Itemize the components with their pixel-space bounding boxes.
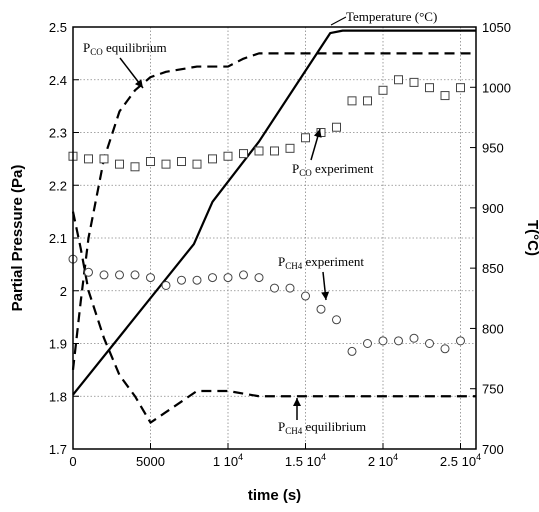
- y-right-tick-label: 1000: [482, 80, 511, 95]
- series-4-markers: [68, 254, 465, 356]
- series-1-line: [71, 52, 476, 370]
- x-tick-label: 5000: [136, 454, 165, 469]
- x-tick-exponent: 4: [321, 452, 326, 462]
- ticks: 0 5000 1 104 1.5 104 2 104 2.5 104 1.7 1.8 1.9 2 2…: [49, 20, 511, 469]
- pch4-experiment-point: [130, 270, 140, 280]
- pch4-experiment-point: [239, 270, 248, 280]
- pco-experiment-point: [115, 159, 124, 169]
- grid: [73, 27, 476, 449]
- pco-experiment-point: [409, 77, 419, 87]
- pco-experiment-point: [223, 151, 233, 161]
- pco-experiment-point: [99, 154, 109, 164]
- pch4-experiment-point: [254, 273, 264, 283]
- pch4-experiment-point: [425, 339, 434, 348]
- pco-experiment-point: [177, 157, 186, 167]
- pco-experiment-arrowhead: [313, 129, 322, 138]
- pch4-experiment-point: [146, 273, 155, 283]
- y-right-tick-label: 800: [482, 321, 504, 336]
- x-tick-exponent: 4: [393, 452, 398, 462]
- pco-experiment-point: [192, 159, 202, 169]
- pch4-experiment-point: [301, 291, 310, 301]
- annotations: Temperature (°C) PCO equilibrium PCO exper…: [83, 9, 437, 436]
- pco-experiment-point: [440, 91, 450, 101]
- temperature-label: Temperature (°C): [346, 9, 437, 24]
- pch4-experiment-arrowhead: [321, 291, 330, 300]
- pco-equilibrium-arrowhead: [134, 79, 143, 88]
- pco-experiment-point: [332, 122, 341, 132]
- series-2-line: [71, 211, 476, 424]
- pch4-experiment-point: [363, 339, 372, 348]
- pch4-experiment-point: [332, 315, 341, 325]
- y-left-tick-label: 2.2: [49, 178, 67, 193]
- pco-experiment-point: [363, 96, 372, 106]
- pch4-equilibrium-arrowhead: [293, 398, 301, 406]
- pco-equilibrium-label: PCO equilibrium: [83, 40, 167, 57]
- temperature-leader: [330, 16, 347, 26]
- pco-experiment-point: [239, 149, 248, 159]
- pch4-equilibrium-label: PCH4 equilibrium: [278, 419, 366, 436]
- pco-experiment-point: [378, 85, 388, 95]
- y-left-tick-label: 2: [60, 284, 67, 299]
- pco-experiment-point: [208, 154, 217, 164]
- pco-experiment-point: [285, 143, 295, 153]
- x-tick-exponent: 4: [476, 452, 481, 462]
- x-tick-label: 1.5 104: [285, 452, 326, 469]
- pch4-experiment-point: [161, 280, 171, 290]
- pco-experiment-label: PCO experiment: [292, 161, 374, 178]
- y-axis-left-label: Partial Pressure (Pa): [9, 165, 26, 312]
- x-tick-label: 2 104: [368, 452, 398, 469]
- pch4-experiment-point: [394, 336, 403, 346]
- x-tick-label: 0: [69, 454, 76, 469]
- y-left-tick-label: 1.9: [49, 337, 67, 352]
- pco-experiment-point: [130, 162, 140, 172]
- y-left-tick-label: 2.3: [49, 126, 67, 141]
- pco-experiment-point: [84, 154, 93, 164]
- pch4-experiment-point: [316, 304, 326, 314]
- pch4-experiment-point: [285, 283, 295, 293]
- pch4-experiment-point: [456, 336, 465, 346]
- y-right-tick-label: 700: [482, 442, 504, 457]
- y-right-tick-label: 950: [482, 141, 504, 156]
- series-layer: [68, 29, 476, 424]
- y-right-tick-label: 750: [482, 382, 504, 397]
- x-axis-label: time (s): [248, 487, 301, 504]
- y-left-tick-label: 2.1: [49, 231, 67, 246]
- y-left-tick-label: 1.8: [49, 389, 67, 404]
- pco-experiment-point: [425, 83, 434, 93]
- series-0-line: [72, 29, 476, 396]
- y-right-tick-label: 1050: [482, 20, 511, 35]
- pch4-experiment-point: [208, 273, 217, 283]
- pch4-experiment-point: [347, 346, 357, 356]
- pco-experiment-point: [146, 157, 155, 167]
- y-right-tick-label: 900: [482, 201, 504, 216]
- y-axis-right-label: T(°C): [524, 220, 539, 256]
- pco-experiment-point: [456, 83, 465, 93]
- x-tick-label: 2.5 104: [440, 452, 481, 469]
- pco-experiment-point: [270, 146, 279, 156]
- y-left-tick-label: 2.4: [49, 73, 67, 88]
- pch4-experiment-label: PCH4 experiment: [278, 254, 364, 271]
- pch4-experiment-point: [192, 275, 202, 285]
- pco-experiment-point: [301, 133, 310, 143]
- pco-experiment-point: [254, 146, 264, 156]
- series-3-markers: [68, 75, 465, 172]
- pch4-experiment-point: [223, 273, 233, 283]
- pch4-experiment-point: [99, 270, 109, 280]
- pch4-experiment-point: [409, 333, 419, 343]
- pco-experiment-point: [161, 159, 171, 169]
- y-left-tick-label: 2.5: [49, 20, 67, 35]
- x-tick-exponent: 4: [238, 452, 243, 462]
- pch4-experiment-point: [440, 344, 450, 354]
- y-right-tick-label: 850: [482, 261, 504, 276]
- pco-experiment-point: [394, 75, 403, 85]
- pch4-experiment-point: [84, 267, 93, 277]
- pch4-experiment-point: [270, 283, 279, 293]
- pch4-experiment-point: [177, 275, 186, 285]
- x-tick-label: 1 104: [213, 452, 243, 469]
- pch4-experiment-point: [378, 336, 388, 346]
- pco-experiment-point: [347, 96, 357, 106]
- y-left-tick-label: 1.7: [49, 442, 67, 457]
- pch4-experiment-point: [115, 270, 124, 280]
